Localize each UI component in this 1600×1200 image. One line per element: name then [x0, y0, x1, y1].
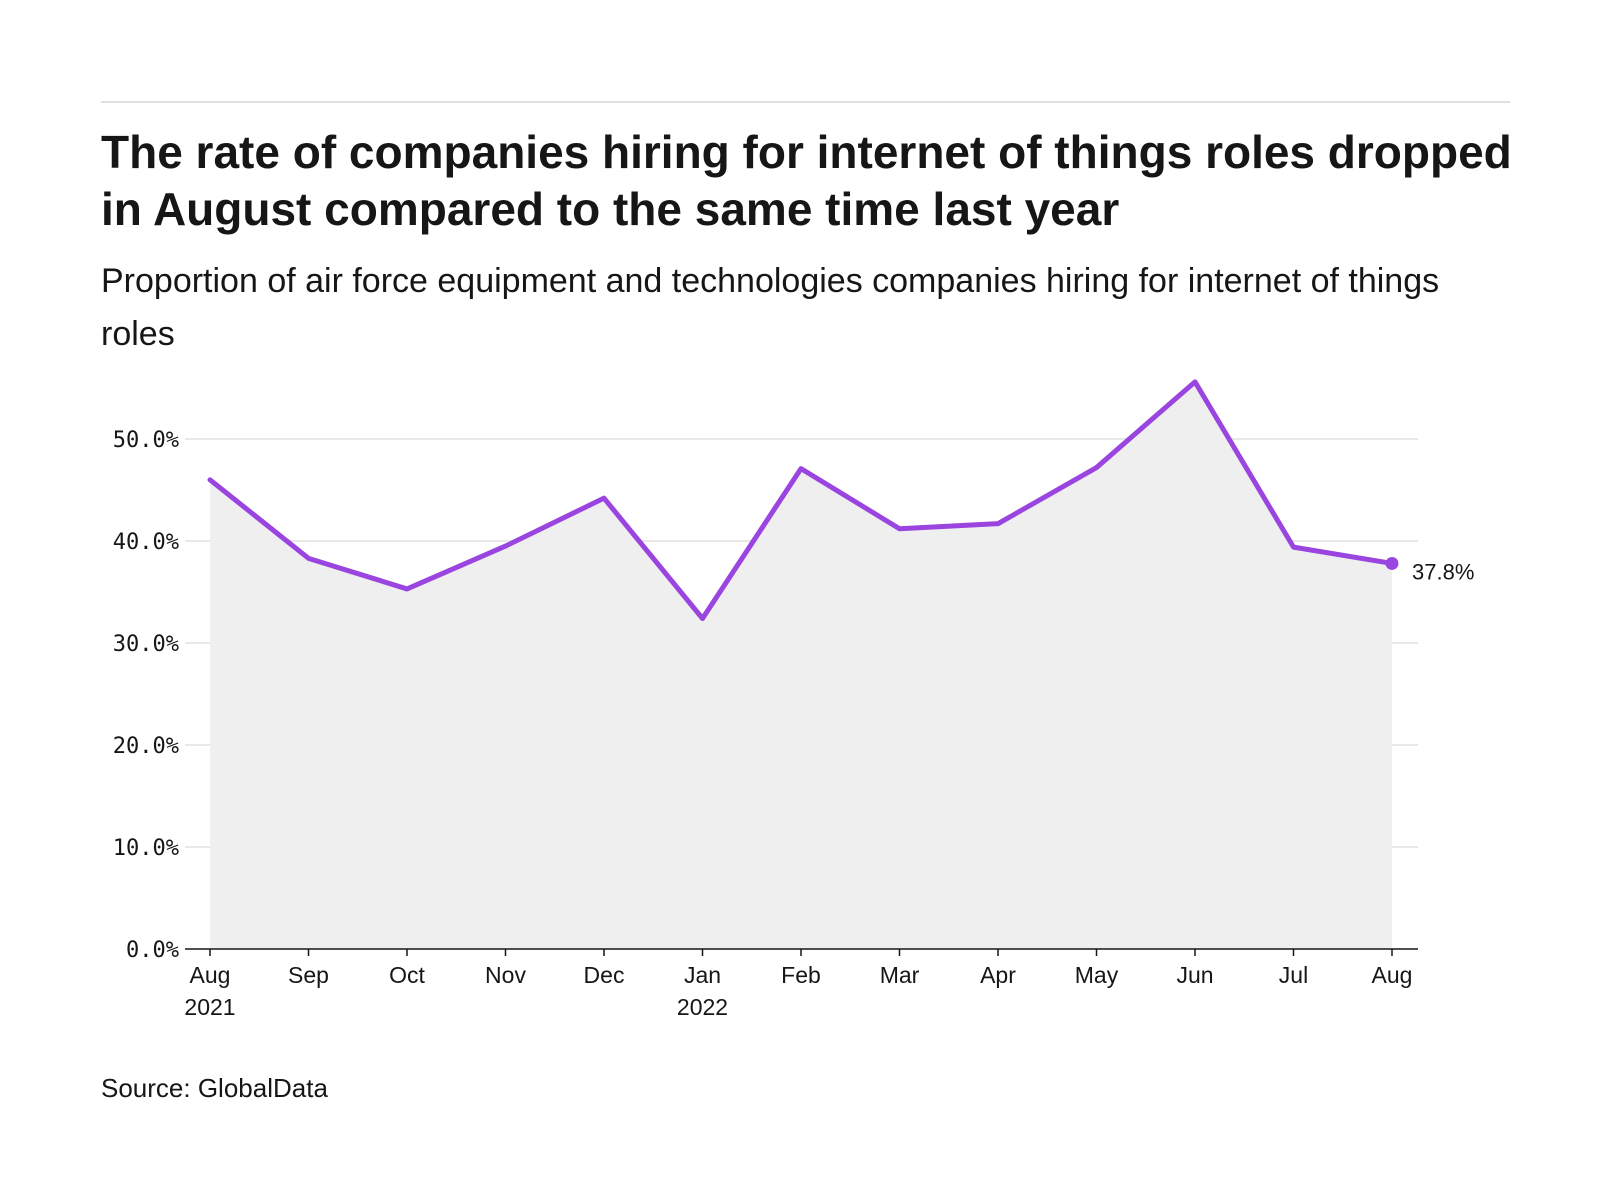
source-note: Source: GlobalData	[101, 1073, 328, 1103]
area-fill	[210, 381, 1392, 949]
top-divider	[101, 101, 1510, 103]
x-tick-label: Dec	[584, 962, 625, 988]
y-tick-label: 10.0%	[113, 836, 179, 861]
area-fill-layer	[210, 381, 1392, 949]
x-tick-label: Apr	[980, 962, 1016, 988]
x-tick-label: Aug	[190, 962, 231, 988]
x-tick-label: May	[1075, 962, 1119, 988]
chart-subtitle: Proportion of air force equipment and te…	[101, 262, 1440, 353]
x-tick-label: 2021	[184, 994, 235, 1020]
series-line-layer	[207, 379, 1399, 622]
x-tick-label: Sep	[288, 962, 329, 988]
x-tick-label: Aug	[1372, 962, 1413, 988]
y-tick-label: 20.0%	[113, 734, 179, 759]
y-tick-label: 30.0%	[113, 632, 179, 657]
y-tick-label: 50.0%	[113, 428, 179, 453]
x-tick-label: Nov	[485, 962, 526, 988]
series-line	[207, 379, 1395, 622]
x-tick-label: Jan	[684, 962, 721, 988]
end-label-layer: 37.8%	[1412, 559, 1474, 584]
x-tick-label: Jun	[1176, 962, 1213, 988]
x-tick-label: Jul	[1279, 962, 1308, 988]
y-tick-label: 0.0%	[126, 938, 179, 963]
y-axis-ticks: 0.0% 10.0% 20.0% 30.0% 40.0% 50.0%	[113, 428, 179, 963]
x-tick-label: Mar	[880, 962, 920, 988]
x-tick-label: Oct	[389, 962, 425, 988]
x-tick-label: Feb	[781, 962, 821, 988]
x-tick-label: 2022	[677, 994, 728, 1020]
x-axis-ticks: Aug 2021 Sep Oct Nov Dec Jan 2022 Feb Mar Apr May Ju…	[184, 949, 1412, 1020]
y-tick-label: 40.0%	[113, 530, 179, 555]
chart-title: The rate of companies hiring for interne…	[101, 126, 1512, 235]
end-value-label: 37.8%	[1412, 559, 1474, 584]
last-point-marker	[1385, 556, 1399, 570]
